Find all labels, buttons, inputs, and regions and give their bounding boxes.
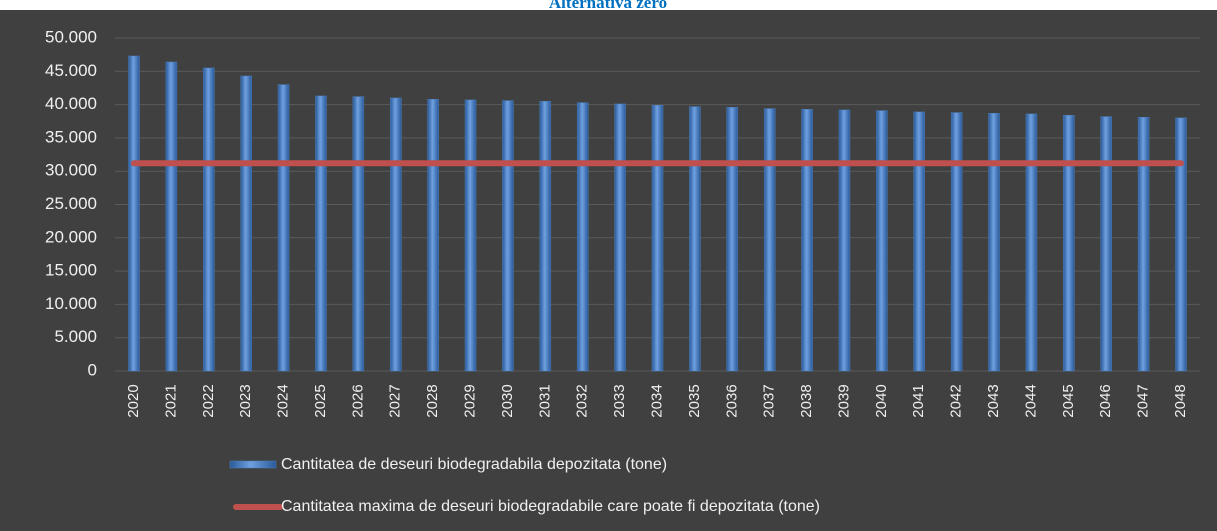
y-tick-label: 20.000 <box>45 227 97 246</box>
bar <box>464 99 477 372</box>
bar <box>726 107 739 372</box>
y-tick-label: 40.000 <box>45 94 97 113</box>
legend-swatch <box>229 460 277 469</box>
bar <box>988 113 1000 372</box>
x-tick-label: 2028 <box>424 384 441 417</box>
bar <box>614 103 626 372</box>
x-tick-label: 2034 <box>648 384 665 417</box>
bar <box>165 61 178 372</box>
y-tick-label: 35.000 <box>45 127 97 146</box>
bar <box>277 84 290 372</box>
x-tick-label: 2030 <box>499 384 516 417</box>
bar <box>352 96 365 372</box>
chart-title: Alternativa zero <box>549 0 667 12</box>
x-tick-label: 2031 <box>536 384 553 417</box>
y-tick-label: 0 <box>88 360 97 379</box>
y-tick-label: 45.000 <box>45 61 97 80</box>
x-tick-label: 2029 <box>462 384 479 417</box>
x-tick-label: 2023 <box>237 384 254 417</box>
bar <box>651 105 664 372</box>
y-tick-label: 25.000 <box>45 194 97 213</box>
y-tick-label: 30.000 <box>45 161 97 180</box>
x-tick-label: 2041 <box>910 384 927 417</box>
bar <box>128 55 140 372</box>
bar <box>838 109 851 372</box>
bar <box>913 111 925 372</box>
x-tick-label: 2046 <box>1097 384 1114 417</box>
bar <box>315 95 327 372</box>
x-tick-label: 2045 <box>1060 384 1077 417</box>
bar <box>390 97 402 372</box>
bar <box>240 75 252 372</box>
legend-label: Cantitatea de deseuri biodegradabila dep… <box>281 456 667 473</box>
x-tick-label: 2038 <box>798 384 815 417</box>
legend-label: Cantitatea maxima de deseuri biodegradab… <box>281 498 820 515</box>
x-tick-label: 2026 <box>349 384 366 417</box>
x-tick-label: 2047 <box>1135 384 1152 417</box>
x-tick-label: 2032 <box>574 384 591 417</box>
bar <box>689 106 701 372</box>
x-tick-label: 2027 <box>387 384 404 417</box>
bar <box>1025 113 1038 372</box>
x-tick-label: 2035 <box>686 384 703 417</box>
x-tick-label: 2048 <box>1172 384 1189 417</box>
x-tick-label: 2033 <box>611 384 628 417</box>
bar <box>576 102 589 372</box>
x-tick-label: 2022 <box>200 384 217 417</box>
bar <box>203 67 215 372</box>
bar <box>1100 116 1112 372</box>
chart-background <box>0 10 1217 531</box>
x-tick-label: 2036 <box>723 384 740 417</box>
x-tick-label: 2039 <box>835 384 852 417</box>
bar <box>876 110 888 372</box>
bar <box>763 108 776 372</box>
x-tick-label: 2020 <box>125 384 142 417</box>
bar <box>801 109 813 372</box>
x-tick-label: 2044 <box>1022 384 1039 417</box>
bar <box>1175 117 1187 372</box>
bar <box>539 101 552 372</box>
bar <box>1063 115 1075 372</box>
y-tick-label: 15.000 <box>45 261 97 280</box>
y-tick-label: 50.000 <box>45 27 97 46</box>
x-tick-label: 2025 <box>312 384 329 417</box>
x-tick-label: 2024 <box>275 384 292 417</box>
y-tick-label: 10.000 <box>45 294 97 313</box>
y-tick-label: 5.000 <box>54 327 97 346</box>
x-tick-label: 2021 <box>162 384 179 417</box>
x-tick-label: 2040 <box>873 384 890 417</box>
bar <box>950 112 963 372</box>
x-tick-label: 2042 <box>948 384 965 417</box>
bar <box>502 100 514 372</box>
x-tick-label: 2043 <box>985 384 1002 417</box>
bar <box>427 99 439 372</box>
x-tick-label: 2037 <box>761 384 778 417</box>
bar <box>1137 117 1150 372</box>
